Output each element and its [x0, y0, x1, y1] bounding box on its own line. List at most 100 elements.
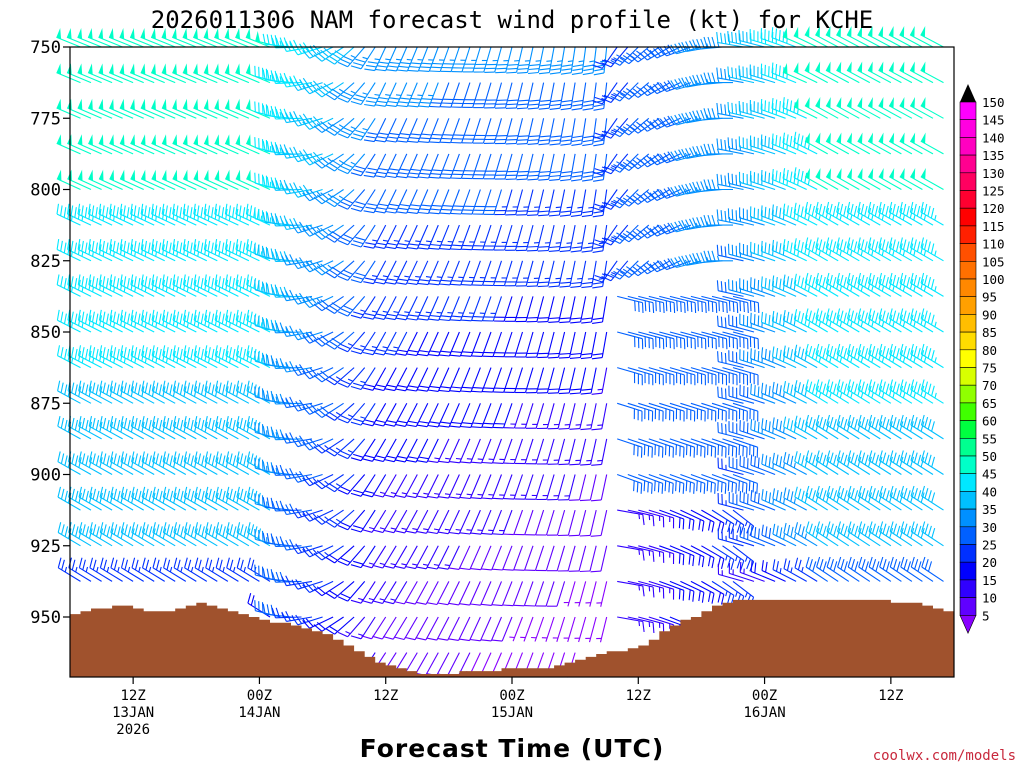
barb-flag	[88, 28, 93, 40]
barb-feather	[275, 73, 281, 84]
barb-feather	[211, 490, 216, 502]
barb-feather	[481, 603, 492, 606]
barb-half-feather	[275, 396, 278, 402]
wind-barb	[325, 616, 355, 635]
wind-barb	[535, 581, 555, 607]
barb-feather	[144, 205, 147, 216]
barb-feather	[158, 242, 162, 253]
wind-barb	[670, 185, 702, 197]
wind-barb	[291, 257, 323, 270]
barb-feather	[211, 313, 215, 324]
barb-feather	[340, 379, 351, 385]
wind-barb	[384, 367, 408, 392]
barb-feather	[410, 204, 421, 207]
wind-barb	[225, 486, 250, 511]
barb-feather	[126, 278, 130, 289]
barb-flag	[119, 63, 125, 75]
barb-feather	[169, 419, 173, 431]
barb-feather	[418, 385, 430, 389]
barb-feather	[88, 415, 93, 427]
barb-shaft	[163, 496, 187, 511]
barb-feather	[123, 347, 127, 358]
barb-feather	[313, 410, 323, 418]
barb-shaft	[56, 142, 81, 155]
barb-feather	[232, 455, 237, 466]
wind-barb	[262, 568, 292, 582]
barb-shaft	[334, 153, 355, 172]
barb-feather	[408, 243, 419, 246]
barb-feather	[275, 180, 281, 191]
barb-feather	[99, 557, 104, 568]
barb-feather	[262, 211, 266, 223]
barb-feather	[528, 139, 539, 142]
barb-flag	[109, 134, 114, 146]
barb-half-feather	[75, 566, 78, 573]
barb-feather	[570, 250, 582, 253]
wind-barb	[172, 98, 197, 119]
wind-barb	[325, 509, 355, 528]
barb-feather	[383, 494, 395, 498]
barb-shaft	[403, 581, 418, 605]
wind-barb	[525, 509, 545, 536]
barb-feather	[266, 461, 270, 473]
wind-barb	[203, 239, 229, 262]
wind-barb	[313, 580, 344, 597]
barb-feather	[328, 340, 338, 347]
barb-feather	[418, 141, 429, 143]
barb-feather	[685, 41, 691, 52]
barb-feather	[285, 611, 291, 621]
barb-flag	[140, 28, 146, 40]
barb-shaft	[151, 249, 176, 262]
barb-half-feather	[71, 322, 74, 328]
barb-feather	[387, 136, 398, 139]
barb-half-feather	[134, 322, 137, 328]
barb-feather	[168, 242, 172, 253]
barb-feather	[701, 521, 705, 532]
barb-shaft	[600, 509, 608, 536]
barb-shaft	[214, 319, 239, 333]
barb-shaft	[89, 461, 113, 475]
barb-feather	[386, 384, 397, 388]
wind-barb	[99, 451, 123, 475]
barb-feather	[328, 126, 338, 134]
barb-shaft	[297, 402, 323, 412]
barb-shaft	[347, 46, 366, 68]
wind-barb	[57, 415, 81, 440]
wind-barb	[350, 46, 376, 70]
barb-feather	[561, 99, 573, 103]
barb-half-feather	[335, 518, 341, 523]
barb-feather	[309, 189, 318, 198]
wind-barb	[407, 118, 429, 143]
barb-feather	[77, 309, 81, 321]
barb-feather	[250, 488, 254, 500]
wind-barb	[161, 28, 187, 48]
wind-barb	[493, 403, 513, 429]
barb-feather	[432, 133, 443, 136]
wind-barb	[416, 474, 439, 499]
barb-shaft	[236, 425, 260, 440]
barb-feather	[151, 274, 155, 285]
wind-barb	[438, 403, 460, 428]
barb-feather	[109, 203, 112, 215]
barb-feather	[127, 419, 131, 431]
barb-feather	[397, 384, 408, 388]
barb-feather	[262, 354, 266, 365]
barb-shaft	[406, 118, 418, 143]
barb-half-feather	[316, 298, 321, 303]
barb-half-feather	[425, 311, 432, 314]
barb-shaft	[297, 545, 323, 555]
barb-half-feather	[436, 311, 442, 314]
barb-shaft	[194, 567, 218, 582]
barb-shaft	[152, 461, 176, 475]
barb-feather	[437, 637, 448, 641]
barb-half-feather	[207, 322, 210, 328]
wind-barb	[585, 616, 597, 643]
barb-feather	[200, 278, 204, 289]
barb-half-feather	[379, 491, 386, 495]
barb-feather	[386, 313, 397, 317]
barb-feather	[165, 276, 169, 287]
wind-barbs	[56, 26, 944, 678]
barb-feather	[193, 309, 197, 321]
wind-barb	[161, 274, 187, 297]
barb-shaft	[535, 509, 545, 536]
